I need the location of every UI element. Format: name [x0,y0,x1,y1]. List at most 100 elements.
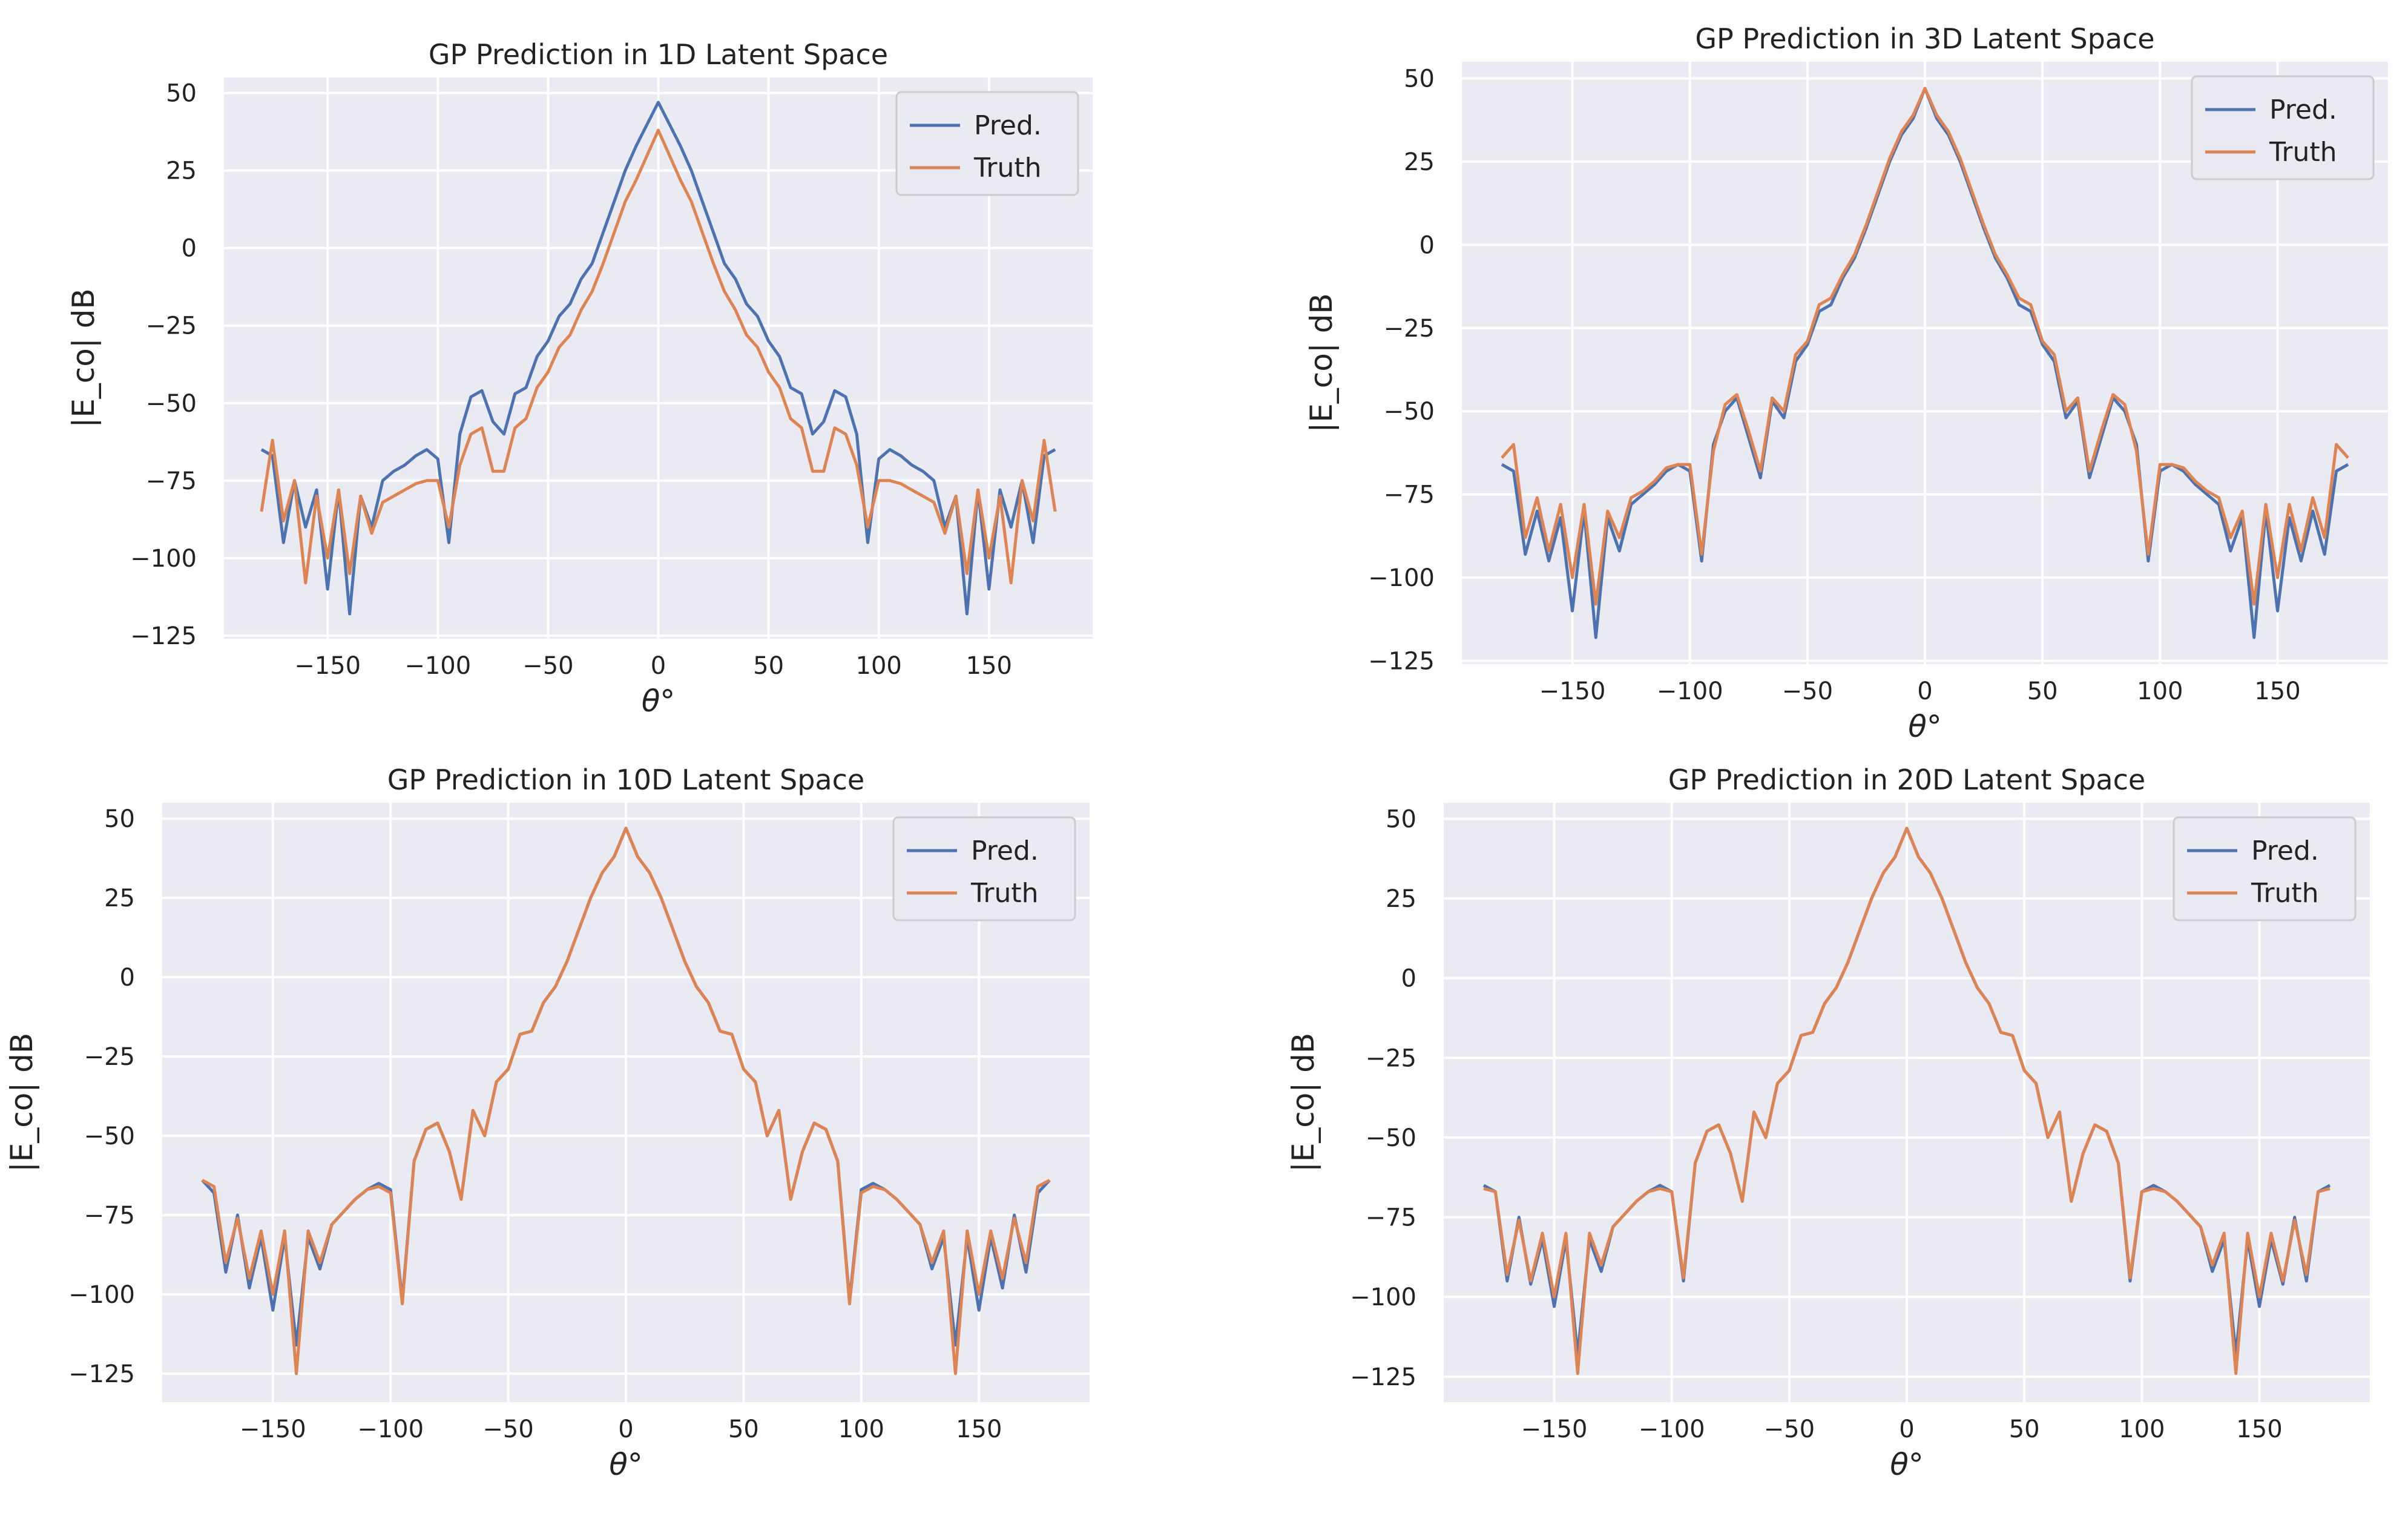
subplot-3d: −150 −100 −50 0 50 100 150 50250−25−50−75−100−… [1304,22,2388,744]
y-tick-label-20d-3: −25 [1366,1044,1416,1072]
y-tick-label-1d-6: −100 [130,545,197,573]
y-tick-label-3d-2: 0 [1419,231,1435,259]
legend-label-pred-3d: Pred. [2269,94,2337,125]
y-tick-label-3d-7: −125 [1368,648,1435,676]
y-tick-label-10d-2: 0 [120,964,135,992]
x-tick-label-10d-2: −50 [482,1415,533,1443]
chart-title-20d: GP Prediction in 20D Latent Space [1668,763,2145,796]
chart-title-1d: GP Prediction in 1D Latent Space [429,38,888,71]
x-tick-label-10d-1: −100 [357,1415,424,1443]
x-tick-label-3d-4: 50 [2027,677,2058,705]
x-tick-label-20d-0: −150 [1521,1415,1588,1443]
y-tick-label-3d-5: −75 [1384,481,1435,509]
x-tick-label-20d-3: 0 [1899,1415,1914,1443]
y-tick-label-3d-1: 25 [1404,148,1435,176]
y-axis-label-1d: |E_co| dB [66,288,101,427]
legend-label-pred-10d: Pred. [971,835,1039,866]
x-tick-label-1d-5: 100 [856,652,902,680]
y-tick-label-1d-0: 50 [166,80,197,108]
x-tick-label-3d-1: −100 [1657,677,1723,705]
y-tick-label-10d-6: −100 [68,1281,135,1309]
x-tick-label-1d-2: −50 [522,652,573,680]
legend-label-truth-1d: Truth [973,153,1042,183]
x-axis-label-20d: θ° [1890,1447,1924,1482]
x-tick-label-1d-4: 50 [753,652,784,680]
series-line-truth-3d [1501,87,2349,606]
y-tick-labels-10d: 50 25 0 −25 −50 −75 −100 −125 [68,805,135,1388]
x-tick-label-1d-6: 150 [966,652,1012,680]
y-tick-label-3d-0: 50 [1404,65,1435,93]
x-tick-label-20d-1: −100 [1639,1415,1705,1443]
series-lines-20d [1482,826,2331,1376]
legend-20d: Pred. Truth [2173,816,2357,921]
x-tick-label-3d-6: 150 [2254,677,2300,705]
legend-label-pred-20d: Pred. [2251,835,2319,866]
x-tick-label-20d-6: 150 [2236,1415,2282,1443]
series-lines-10d [201,826,1051,1376]
y-tick-label-1d-5: −75 [146,467,197,495]
x-axis-label-1d: θ° [642,684,676,719]
y-tick-label-20d-0: 50 [1386,805,1416,833]
x-tick-label-3d-3: 0 [1917,677,1932,705]
x-tick-label-3d-0: −150 [1539,677,1606,705]
series-lines-3d [1501,87,2349,639]
subplot-10d: −150 −100 −50 0 50 100 150 50250−25−50−75−100−… [4,763,1090,1482]
grid-20d [1444,803,2370,1402]
x-tick-label-1d-1: −100 [404,652,471,680]
x-tick-labels-1d: −150 −100 −50 0 50 100 150 [294,652,1012,680]
x-tick-label-20d-4: 50 [2009,1415,2040,1443]
y-tick-label-10d-3: −25 [84,1043,135,1071]
y-tick-label-20d-2: 0 [1401,965,1416,993]
x-tick-labels-3d: −150 −100 −50 0 50 100 150 [1539,677,2301,705]
x-tick-label-1d-3: 0 [651,652,666,680]
y-tick-label-1d-4: −50 [146,390,197,418]
y-tick-label-1d-2: 0 [182,235,197,263]
y-tick-label-1d-3: −25 [146,312,197,340]
x-tick-label-3d-2: −50 [1782,677,1833,705]
y-axis-label-3d: |E_co| dB [1304,293,1339,432]
y-tick-label-10d-4: −50 [84,1122,135,1150]
legend-3d: Pred. Truth [2191,75,2375,180]
y-tick-label-1d-1: 25 [166,157,197,185]
series-line-pred-1d [260,100,1056,616]
x-tick-label-20d-2: −50 [1764,1415,1815,1443]
legend-1d: Pred. Truth [895,91,1079,196]
y-tick-label-3d-3: −25 [1384,315,1435,343]
y-tick-label-1d-7: −125 [130,622,197,650]
y-tick-label-10d-0: 50 [104,805,135,833]
legend-label-truth-20d: Truth [2251,878,2319,909]
legend-label-truth-3d: Truth [2269,137,2337,168]
series-line-truth-1d [260,128,1057,585]
chart-title-10d: GP Prediction in 10D Latent Space [387,763,864,796]
y-axis-label-10d: |E_co| dB [4,1033,39,1172]
y-tick-label-3d-6: −100 [1368,564,1435,592]
y-tick-label-10d-1: 25 [104,885,135,912]
legend-10d: Pred. Truth [892,816,1076,921]
x-axis-label-10d: θ° [609,1447,643,1482]
grid-10d [162,803,1090,1402]
x-tick-label-10d-6: 150 [956,1415,1002,1443]
y-tick-label-20d-5: −75 [1366,1204,1416,1232]
grid-3d [1462,62,2388,664]
x-tick-label-10d-5: 100 [838,1415,884,1443]
x-tick-label-3d-5: 100 [2137,677,2183,705]
subplot-20d: −150 −100 −50 0 50 100 150 50250−25−50−75−100−… [1286,763,2370,1482]
y-tick-label-20d-1: 25 [1386,885,1416,913]
x-tick-labels-10d: −150 −100 −50 0 50 100 150 [240,1415,1002,1443]
y-tick-label-10d-5: −75 [84,1202,135,1230]
series-lines-1d [260,100,1057,616]
series-line-truth-20d [1483,826,2331,1376]
y-tick-label-20d-4: −50 [1366,1124,1416,1152]
y-tick-label-3d-4: −50 [1384,398,1435,426]
x-tick-label-20d-5: 100 [2119,1415,2165,1443]
subplot-1d: −150 −100 −50 0 50 100 150 50250−25−50−75−100−… [66,38,1093,719]
legend-label-truth-10d: Truth [970,878,1039,909]
x-tick-label-10d-0: −150 [240,1415,306,1443]
chart-title-3d: GP Prediction in 3D Latent Space [1695,22,2154,55]
series-line-truth-10d [201,826,1051,1376]
x-tick-label-10d-4: 50 [728,1415,759,1443]
y-tick-label-10d-7: −125 [68,1360,135,1388]
x-tick-label-10d-3: 0 [618,1415,633,1443]
legend-label-pred-1d: Pred. [974,110,1042,141]
